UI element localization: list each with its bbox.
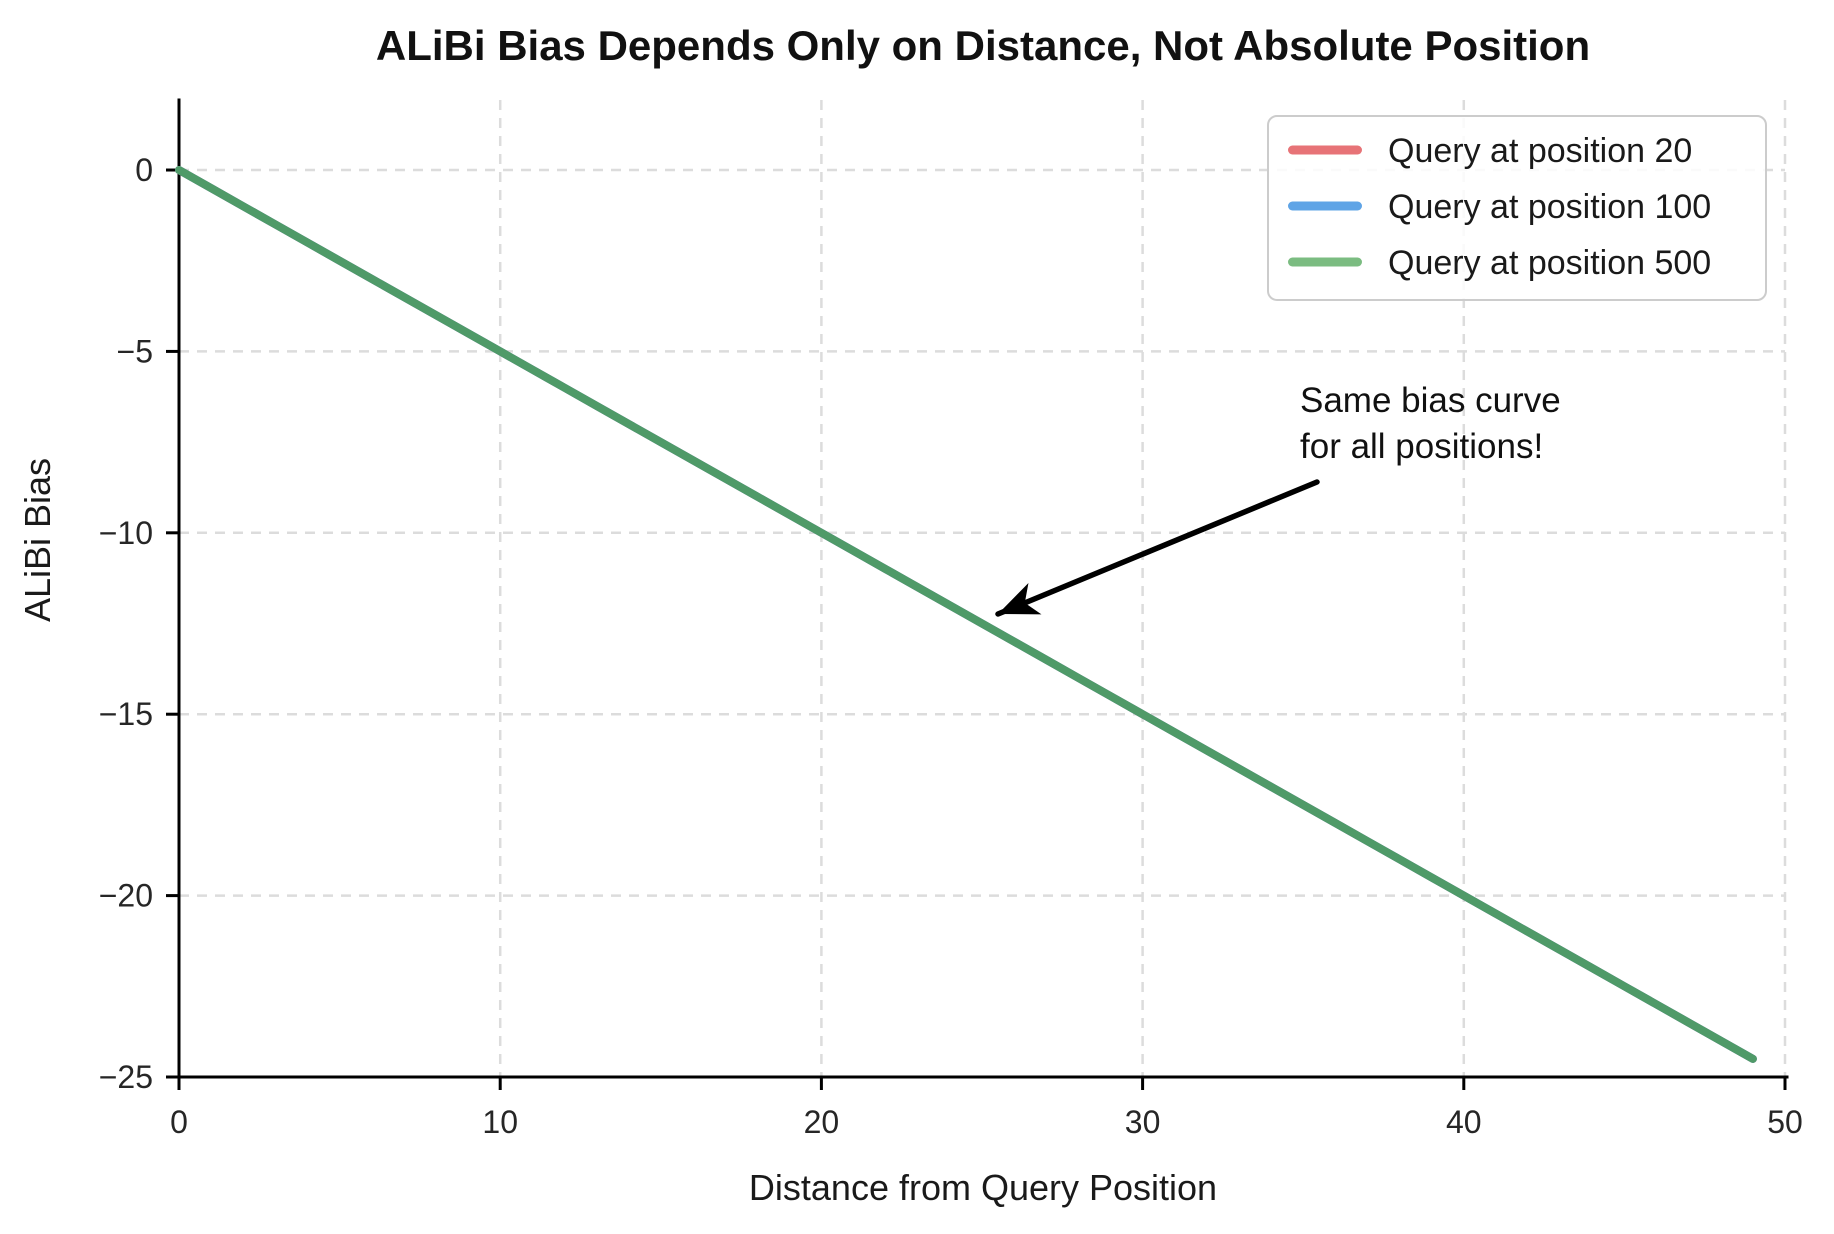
x-axis-ticks: 0 10 20 30 40 50: [170, 1077, 1803, 1140]
x-tick-label: 40: [1446, 1104, 1482, 1140]
series-line-3: [175, 166, 1757, 1063]
legend-entry-query-20: Query at position 20: [1288, 132, 1692, 170]
y-tick-label: 0: [135, 152, 153, 188]
annotation-line-1: Same bias curve: [1300, 381, 1561, 420]
x-tick-label: 30: [1125, 1104, 1161, 1140]
y-tick-label: −5: [117, 333, 153, 369]
y-tick-label: −20: [99, 878, 153, 914]
y-tick-label: −10: [99, 515, 153, 551]
y-axis-ticks: 0 −5 −10 −15 −20 −25: [99, 152, 179, 1095]
x-tick-label: 10: [482, 1104, 518, 1140]
chart-title: ALiBi Bias Depends Only on Distance, Not…: [376, 22, 1590, 69]
x-tick-label: 20: [804, 1104, 840, 1140]
y-tick-label: −25: [99, 1059, 153, 1095]
legend-swatch-green: [1288, 257, 1362, 267]
axes: [177, 98, 1789, 1079]
x-tick-label: 50: [1767, 1104, 1803, 1140]
annotation-line-2: for all positions!: [1300, 427, 1543, 466]
legend-entry-query-500: Query at position 500: [1288, 244, 1711, 282]
y-axis-label: ALiBi Bias: [17, 458, 58, 622]
legend-label-query-20: Query at position 20: [1388, 132, 1692, 170]
legend-label-query-500: Query at position 500: [1388, 244, 1711, 282]
x-tick-label: 0: [170, 1104, 188, 1140]
legend-box: [1267, 115, 1767, 301]
annotation-arrow: [995, 479, 1320, 617]
plot-lines: [175, 166, 1757, 1063]
y-tick-label: −15: [99, 696, 153, 732]
legend-swatch-blue: [1288, 201, 1362, 211]
legend-label-query-100: Query at position 100: [1388, 188, 1711, 226]
x-axis-label: Distance from Query Position: [749, 1167, 1217, 1208]
annotation: Same bias curve for all positions!: [995, 381, 1561, 617]
legend: Query at position 20 Query at position 1…: [1267, 115, 1767, 301]
legend-swatch-red: [1288, 145, 1362, 155]
legend-entry-query-100: Query at position 100: [1288, 188, 1711, 226]
